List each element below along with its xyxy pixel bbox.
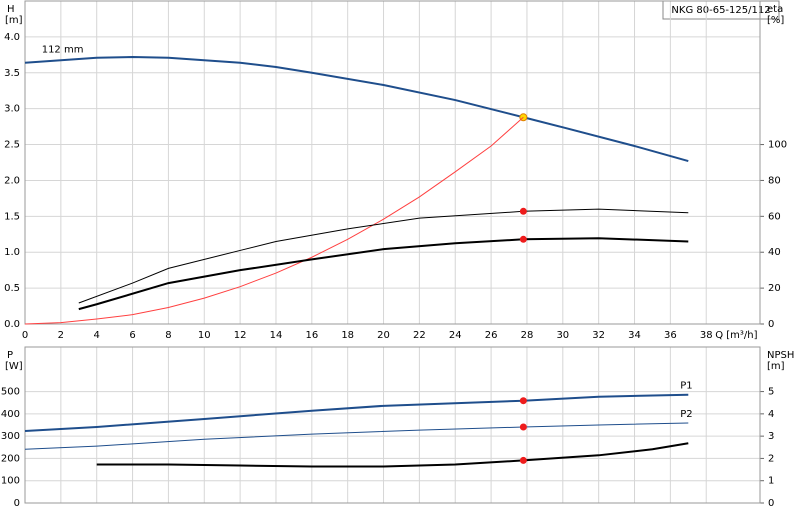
y-tick-label: 500 bbox=[1, 387, 20, 398]
x-tick-label: 20 bbox=[377, 330, 390, 341]
y2-tick-label: 40 bbox=[768, 247, 781, 258]
x-tick-label: 18 bbox=[341, 330, 354, 341]
y-tick-label: 1.0 bbox=[4, 247, 20, 258]
series-line bbox=[96, 442, 689, 468]
operating-point bbox=[519, 207, 527, 215]
x-axis-label: Q [m³/h] bbox=[715, 330, 757, 341]
chart-title: NKG 80-65-125/112 bbox=[671, 5, 770, 16]
y-tick-label: 4.0 bbox=[4, 32, 20, 43]
x-tick-label: 0 bbox=[22, 330, 28, 341]
x-tick-label: 4 bbox=[94, 330, 100, 341]
y-tick-label: 1.5 bbox=[4, 211, 20, 222]
y-tick-label: 400 bbox=[1, 409, 20, 420]
series-line bbox=[24, 393, 689, 433]
x-tick-label: 2 bbox=[58, 330, 64, 341]
x-tick-label: 10 bbox=[198, 330, 211, 341]
y-tick-label: 3.0 bbox=[4, 104, 20, 115]
plot-frame bbox=[24, 346, 761, 504]
y2-axis-label: NPSH bbox=[767, 350, 794, 361]
y2-axis-unit: [m] bbox=[767, 361, 785, 372]
x-tick-label: 8 bbox=[165, 330, 171, 341]
plot-frame bbox=[24, 0, 761, 325]
y2-tick-label: 3 bbox=[768, 431, 774, 442]
y-axis-label: H bbox=[7, 4, 15, 15]
y2-tick-label: 80 bbox=[768, 175, 781, 186]
y-tick-label: 2.0 bbox=[4, 175, 20, 186]
y2-axis-label: eta bbox=[767, 4, 783, 15]
y-tick-label: 3.5 bbox=[4, 68, 20, 79]
y2-tick-label: 0 bbox=[768, 498, 774, 509]
x-tick-label: 24 bbox=[449, 330, 462, 341]
series-label: 112 mm bbox=[42, 45, 84, 56]
y2-tick-label: 20 bbox=[768, 283, 781, 294]
x-tick-label: 28 bbox=[521, 330, 534, 341]
operating-point bbox=[519, 423, 527, 431]
y-tick-label: 0 bbox=[14, 498, 20, 509]
y-tick-label: 2.5 bbox=[4, 140, 20, 151]
series-line bbox=[78, 208, 689, 304]
y2-tick-label: 1 bbox=[768, 476, 774, 487]
x-tick-label: 16 bbox=[305, 330, 318, 341]
y-tick-label: 0.0 bbox=[4, 319, 20, 330]
x-tick-label: 38 bbox=[700, 330, 713, 341]
y-tick-label: 300 bbox=[1, 431, 20, 442]
y2-tick-label: 100 bbox=[768, 140, 787, 151]
y-axis-unit: [m] bbox=[5, 15, 23, 26]
x-tick-label: 34 bbox=[628, 330, 641, 341]
x-tick-label: 14 bbox=[270, 330, 283, 341]
y2-tick-label: 4 bbox=[768, 409, 774, 420]
y2-tick-label: 5 bbox=[768, 387, 774, 398]
y2-tick-label: 60 bbox=[768, 211, 781, 222]
x-tick-label: 36 bbox=[664, 330, 677, 341]
operating-point bbox=[519, 456, 527, 464]
y2-tick-label: 0 bbox=[768, 319, 774, 330]
y-axis-unit: [W] bbox=[5, 361, 23, 372]
y2-tick-label: 2 bbox=[768, 453, 774, 464]
series-line bbox=[24, 55, 689, 163]
operating-point bbox=[519, 397, 527, 405]
x-tick-label: 6 bbox=[129, 330, 135, 341]
y-tick-label: 0.5 bbox=[4, 283, 20, 294]
series-line bbox=[78, 237, 689, 311]
x-tick-label: 22 bbox=[413, 330, 426, 341]
y-axis-label: P bbox=[7, 350, 13, 361]
x-tick-label: 12 bbox=[234, 330, 247, 341]
x-tick-label: 26 bbox=[485, 330, 498, 341]
series-label: P1 bbox=[680, 381, 692, 392]
x-tick-label: 32 bbox=[592, 330, 605, 341]
series-line bbox=[24, 422, 689, 450]
x-tick-label: 30 bbox=[556, 330, 569, 341]
y-tick-label: 100 bbox=[1, 476, 20, 487]
y2-axis-unit: [%] bbox=[767, 15, 784, 26]
operating-point bbox=[519, 235, 527, 243]
series-line bbox=[24, 116, 524, 325]
series-label: P2 bbox=[680, 409, 692, 420]
y-tick-label: 200 bbox=[1, 453, 20, 464]
